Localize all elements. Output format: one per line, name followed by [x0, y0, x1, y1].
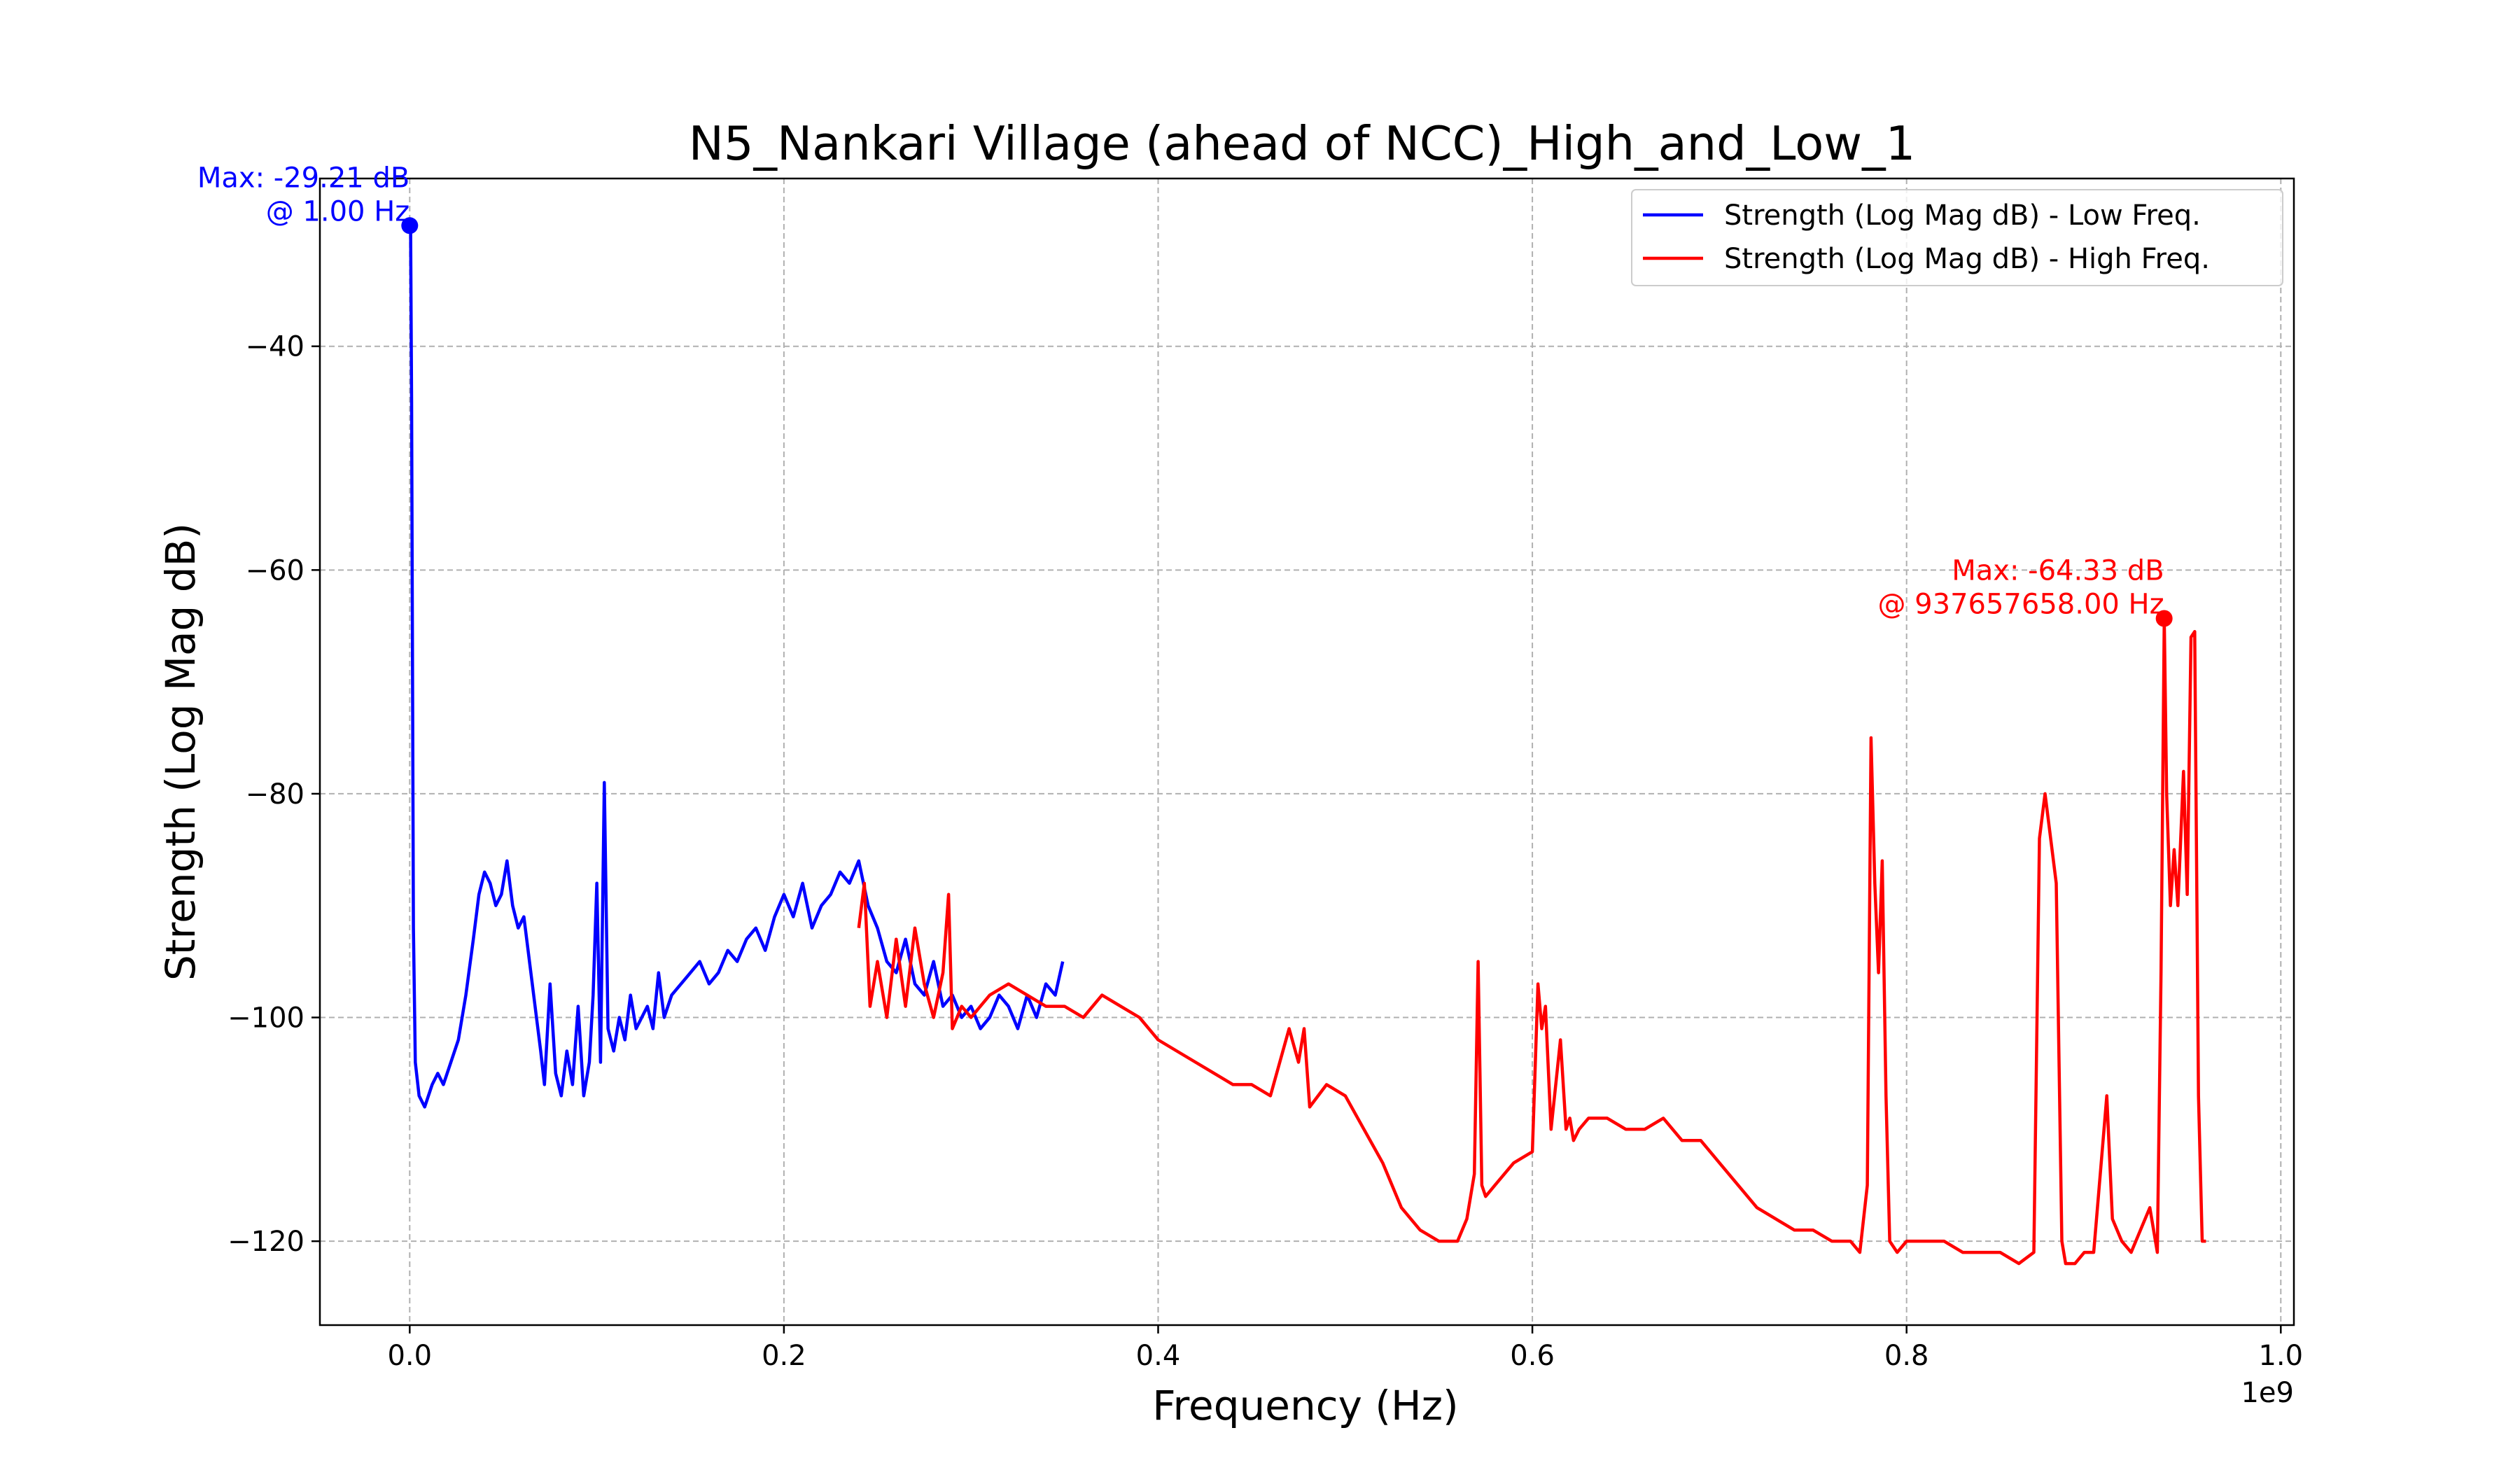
y-tick-label: −80 [246, 778, 304, 811]
x-axis-label: Frequency (Hz) [1152, 1382, 1458, 1429]
plot-frame [318, 177, 2295, 1326]
series-lines [408, 225, 2206, 1266]
x-tick-label: 0.6 [1510, 1340, 1555, 1372]
chart-title: N5_Nankari Village (ahead of NCC)_High_a… [689, 116, 1915, 171]
y-tick-label: −100 [227, 1002, 304, 1035]
x-tick-label: 1.0 [2258, 1340, 2303, 1372]
max-annotation-frequency: @ 1.00 Hz [266, 195, 410, 227]
max-annotation-frequency: @ 937657658.00 Hz [1877, 589, 2164, 621]
max-marker [2155, 610, 2173, 627]
x-axis: 0.0 0.2 0.4 0.6 0.8 1.0 [387, 1325, 2303, 1372]
max-markers [401, 217, 2173, 627]
y-tick-label: −120 [227, 1226, 304, 1258]
legend: Strength (Log Mag dB) - Low Freq. Strengt… [1631, 189, 2283, 286]
max-annotation-value: Max: -64.33 dB [1952, 555, 2164, 587]
x-tick-label: 0.0 [387, 1340, 432, 1372]
x-axis-offset-label: 1e9 [2241, 1377, 2294, 1409]
y-axis: −40 −60 −80 −100 −120 [227, 331, 320, 1258]
max-annotation-value: Max: -29.21 dB [197, 162, 410, 194]
y-tick-label: −40 [246, 331, 304, 363]
max-marker [401, 217, 419, 234]
x-tick-label: 0.4 [1136, 1340, 1181, 1372]
grid-lines [320, 178, 2294, 1325]
series-line-high-freq [857, 617, 2206, 1266]
max-annotations: Max: -29.21 dB@ 1.00 Hz Max: -64.33 dB@ 9… [197, 162, 2164, 620]
legend-box [1631, 189, 2283, 286]
x-tick-label: 0.2 [762, 1340, 806, 1372]
y-tick-label: −60 [246, 554, 304, 587]
y-axis-label: Strength (Log Mag dB) [157, 523, 204, 981]
series-line-low-freq [408, 225, 1065, 1109]
legend-entry: Strength (Log Mag dB) - Low Freq. [1724, 200, 2201, 232]
x-tick-label: 0.8 [1884, 1340, 1929, 1372]
legend-entry: Strength (Log Mag dB) - High Freq. [1724, 243, 2210, 275]
